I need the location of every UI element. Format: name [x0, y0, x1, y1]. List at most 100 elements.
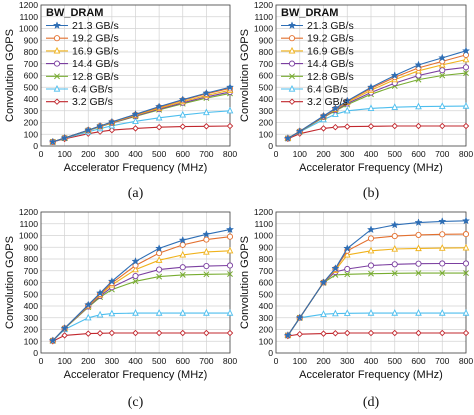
- chart-panel-3: 0100200300400500600700800900100011001200…: [4, 207, 237, 410]
- data-point: [226, 106, 234, 114]
- series-line: [52, 125, 231, 143]
- series-line: [287, 105, 467, 139]
- y-axis-label: Convolution GOPS: [239, 29, 251, 122]
- data-point: [415, 309, 422, 316]
- data-point: [415, 244, 422, 252]
- data-point: [203, 309, 210, 316]
- data-point: [132, 265, 139, 273]
- data-point: [178, 235, 187, 244]
- data-point: [179, 329, 186, 337]
- data-point: [366, 225, 376, 234]
- series-line: [52, 312, 230, 342]
- legend-marker: [53, 84, 61, 92]
- data-point: [343, 309, 351, 316]
- data-point: [462, 64, 470, 71]
- series-line: [287, 262, 466, 336]
- series-line: [52, 332, 230, 342]
- data-point: [132, 309, 139, 316]
- data-point: [96, 310, 104, 318]
- chart-panel-2: 0100200300400500600700800900100011001200…: [239, 0, 473, 201]
- legend-entry: 3.2 GB/s: [72, 96, 113, 108]
- data-point: [415, 231, 422, 238]
- data-point: [439, 72, 446, 79]
- data-point: [283, 331, 292, 339]
- data-point: [462, 231, 470, 238]
- data-point: [226, 122, 234, 130]
- data-point: [107, 277, 116, 285]
- y-tick-label: 200: [24, 118, 39, 128]
- legend-entry: 21.3 GB/s: [307, 20, 354, 32]
- x-tick-label: 500: [152, 356, 167, 366]
- y-tick-label: 800: [259, 47, 274, 57]
- y-tick-label: 900: [259, 242, 274, 252]
- chart-panel-1: 0100200300400500600700800900100011001200…: [4, 0, 237, 201]
- x-tick-label: 100: [57, 356, 72, 366]
- y-tick-label: 200: [259, 118, 274, 128]
- data-point: [438, 309, 446, 316]
- y-tick-label: 300: [259, 106, 274, 116]
- x-tick-label: 100: [293, 149, 308, 159]
- legend-marker: [53, 60, 61, 67]
- data-point: [319, 278, 328, 286]
- data-point: [107, 117, 116, 126]
- legend-entry: 6.4 GB/s: [72, 84, 113, 96]
- legend-marker: [288, 60, 296, 67]
- data-point: [60, 324, 69, 332]
- x-axis-label: Accelerator Frequency (MHz): [299, 162, 443, 174]
- data-point: [203, 123, 210, 130]
- data-point: [295, 313, 304, 322]
- series-3-2-GB-s: [49, 329, 234, 345]
- data-point: [439, 270, 446, 277]
- data-point: [60, 133, 69, 142]
- data-point: [390, 71, 399, 79]
- y-tick-label: 100: [259, 129, 274, 139]
- data-point: [344, 123, 351, 130]
- data-point: [462, 55, 470, 63]
- data-point: [155, 309, 163, 316]
- data-point: [108, 309, 116, 317]
- y-tick-label: 0: [268, 348, 273, 358]
- x-tick-label: 300: [340, 356, 355, 366]
- y-tick-label: 500: [24, 82, 39, 92]
- y-tick-label: 0: [33, 348, 38, 358]
- series-line: [52, 110, 231, 143]
- x-tick-label: 800: [223, 356, 238, 366]
- y-tick-label: 500: [24, 289, 39, 299]
- y-tick-label: 1200: [254, 207, 273, 217]
- y-tick-label: 400: [259, 94, 274, 104]
- data-point: [108, 126, 116, 134]
- data-point: [438, 217, 447, 225]
- data-point: [203, 329, 210, 337]
- data-point: [156, 266, 163, 273]
- x-tick-label: 500: [388, 356, 403, 366]
- y-tick-label: 1200: [19, 207, 38, 217]
- legend-entry: 19.2 GB/s: [307, 33, 354, 45]
- data-point: [367, 235, 375, 242]
- series-line: [52, 229, 231, 342]
- x-tick-label: 300: [105, 149, 120, 159]
- data-point: [179, 110, 187, 118]
- panel-caption: (d): [363, 395, 380, 410]
- data-point: [368, 270, 374, 277]
- y-tick-label: 1200: [254, 0, 273, 10]
- y-tick-label: 800: [259, 254, 274, 264]
- series-line: [287, 247, 467, 336]
- y-tick-label: 1100: [255, 12, 274, 22]
- data-point: [202, 230, 211, 238]
- data-point: [202, 88, 211, 97]
- y-tick-label: 500: [259, 82, 274, 92]
- data-point: [391, 103, 399, 110]
- data-point: [179, 250, 187, 258]
- x-tick-label: 100: [293, 356, 308, 366]
- data-point: [367, 309, 375, 316]
- x-tick-label: 0: [39, 149, 44, 159]
- x-tick-label: 600: [411, 149, 426, 159]
- legend-title: BW_DRAM: [281, 7, 338, 19]
- x-axis-label: Accelerator Frequency (MHz): [299, 369, 443, 381]
- y-axis-label: Convolution GOPS: [239, 236, 251, 329]
- y-tick-label: 1100: [20, 219, 39, 229]
- series-3-2-GB-s: [284, 122, 470, 142]
- data-point: [344, 271, 351, 278]
